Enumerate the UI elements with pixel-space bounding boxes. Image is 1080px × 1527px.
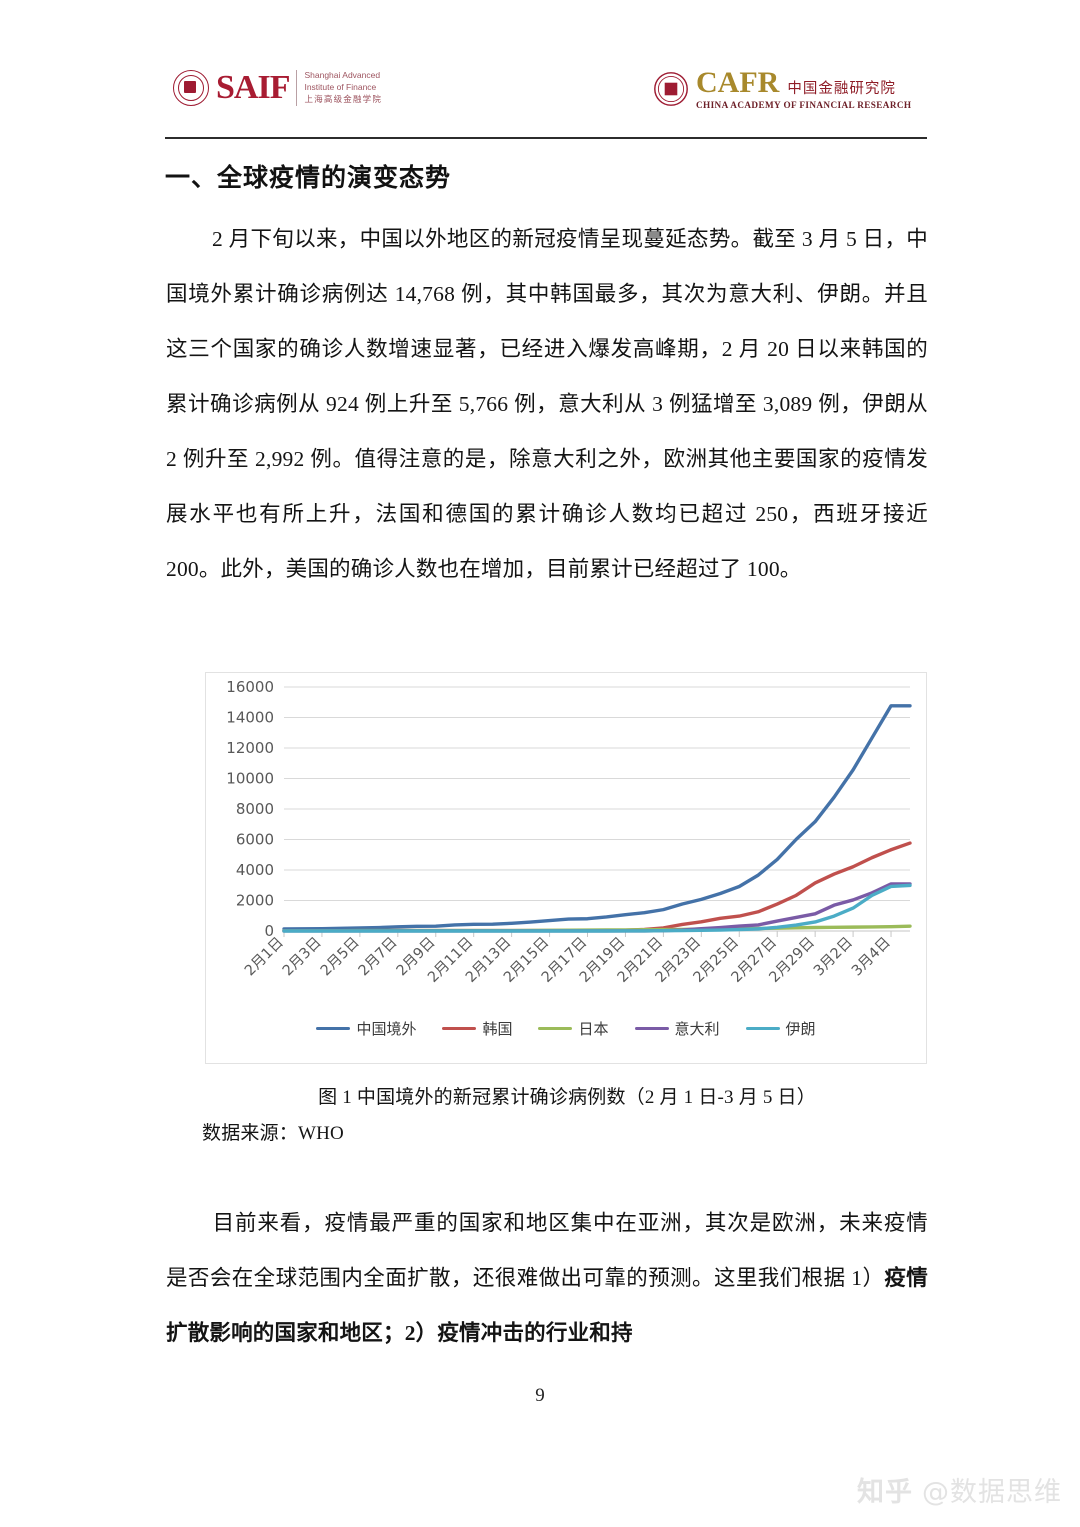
svg-text:16000: 16000 xyxy=(226,678,274,696)
svg-text:12000: 12000 xyxy=(226,739,274,757)
legend-item-5: 伊朗 xyxy=(745,1018,816,1039)
figure-source: 数据来源：WHO xyxy=(202,1123,344,1144)
svg-text:3月2日: 3月2日 xyxy=(811,935,856,980)
legend-label: 意大利 xyxy=(674,1020,720,1038)
paragraph-2-bold-text: 疫情扩散影响的国家和地区；2）疫情冲击的行业和持 xyxy=(166,1266,928,1345)
svg-text:4000: 4000 xyxy=(236,861,274,879)
page-header: SAIF Shanghai Advanced Institute of Fina… xyxy=(165,62,925,134)
legend-swatch-icon xyxy=(538,1026,573,1031)
svg-text:2月7日: 2月7日 xyxy=(356,935,401,980)
legend-item-2: 韩国 xyxy=(442,1018,512,1039)
legend-swatch-icon xyxy=(316,1026,351,1031)
saif-logo: SAIF Shanghai Advanced Institute of Fina… xyxy=(173,70,382,106)
svg-text:6000: 6000 xyxy=(236,831,274,849)
figure-chart: 0 2000 4000 6000 8000 10000 12000 14000 16000 2月1… xyxy=(205,672,927,1064)
legend-label: 中国境外 xyxy=(356,1020,417,1038)
legend-label: 日本 xyxy=(578,1020,609,1038)
saif-subtitle-line3: 上海高级金融学院 xyxy=(304,93,383,104)
figure-caption: 图 1 中国境外的新冠累计确诊病例数（2 月 1 日-3 月 5 日） xyxy=(318,1087,816,1108)
legend-item-3: 日本 xyxy=(538,1018,609,1039)
svg-text:2000: 2000 xyxy=(236,892,274,910)
cafr-seal-icon xyxy=(654,72,688,107)
svg-text:10000: 10000 xyxy=(226,770,274,788)
line-chart: 0 2000 4000 6000 8000 10000 12000 14000 16000 2月1… xyxy=(226,678,912,986)
cafr-chinese-name: 中国金融研究院 xyxy=(787,80,896,97)
svg-text:14000: 14000 xyxy=(226,709,274,727)
legend-swatch-icon xyxy=(442,1026,477,1031)
zhihu-logo: 知乎 xyxy=(857,1477,913,1508)
paragraph-1-text: 2 月下旬以来，中国以外地区的新冠疫情呈现蔓延态势。截至 3 月 5 日，中国境… xyxy=(166,227,928,581)
svg-text:0: 0 xyxy=(264,922,274,940)
svg-text:2月1日: 2月1日 xyxy=(242,935,287,980)
body-paragraph-1: 2 月下旬以来，中国以外地区的新冠疫情呈现蔓延态势。截至 3 月 5 日，中国境… xyxy=(166,212,928,597)
cafr-text-block: CAFR 中国金融研究院 CHINA ACADEMY OF FINANCIAL … xyxy=(696,68,911,110)
chart-legend: 中国境外 韩国 日本 意大利 伊朗 xyxy=(206,1018,926,1039)
paragraph-2-text: 目前来看，疫情最严重的国家和地区集中在亚洲，其次是欧洲，未来疫情是否会在全球范围… xyxy=(166,1211,928,1290)
legend-label: 伊朗 xyxy=(785,1020,816,1038)
section-heading: 一、全球疫情的演变态势 xyxy=(165,163,452,192)
body-paragraph-2: 目前来看，疫情最严重的国家和地区集中在亚洲，其次是欧洲，未来疫情是否会在全球范围… xyxy=(166,1196,928,1361)
saif-subtitle: Shanghai Advanced Institute of Finance 上… xyxy=(296,70,383,106)
legend-swatch-icon xyxy=(745,1026,780,1031)
svg-text:3月4日: 3月4日 xyxy=(849,935,894,980)
legend-item-1: 中国境外 xyxy=(316,1018,416,1039)
header-divider xyxy=(165,137,927,139)
legend-item-4: 意大利 xyxy=(634,1018,720,1039)
svg-text:2月3日: 2月3日 xyxy=(280,935,325,980)
cafr-logo: CAFR 中国金融研究院 CHINA ACADEMY OF FINANCIAL … xyxy=(653,68,911,110)
legend-swatch-icon xyxy=(634,1026,669,1031)
legend-label: 韩国 xyxy=(482,1020,513,1038)
saif-subtitle-line2: Institute of Finance xyxy=(304,82,377,93)
svg-text:2月5日: 2月5日 xyxy=(318,935,363,980)
cafr-english-name: CHINA ACADEMY OF FINANCIAL RESEARCH xyxy=(696,100,912,110)
saif-seal-icon xyxy=(173,70,209,106)
saif-subtitle-line1: Shanghai Advanced xyxy=(304,70,381,81)
page-number: 9 xyxy=(535,1385,545,1406)
watermark-handle: @数据思维 xyxy=(922,1477,1062,1508)
saif-wordmark: SAIF xyxy=(216,69,290,106)
svg-text:8000: 8000 xyxy=(236,800,274,818)
watermark: 知乎 @数据思维 xyxy=(857,1470,1062,1509)
cafr-wordmark: CAFR xyxy=(696,66,780,99)
